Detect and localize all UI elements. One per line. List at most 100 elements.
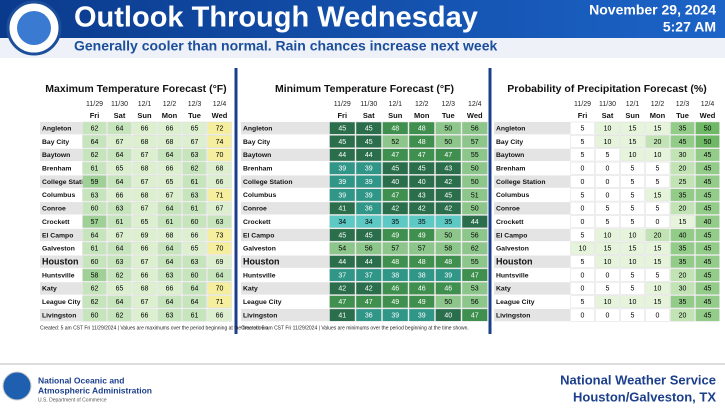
city-name: Baytown (42, 152, 70, 159)
cell (329, 175, 356, 188)
cell-value: 60 (91, 312, 99, 319)
cell (461, 268, 488, 282)
cell (620, 215, 645, 229)
cell-value: 45 (338, 232, 346, 239)
noaa-dept: U.S. Department of Commerce (38, 397, 107, 403)
cell (82, 295, 107, 309)
city-cell (241, 215, 329, 228)
cell (595, 228, 620, 242)
cell (157, 188, 182, 202)
cell (620, 148, 645, 162)
cell-value: 20 (679, 312, 687, 319)
cell-value: 5 (631, 192, 635, 199)
cell (182, 268, 207, 282)
column-date: 12/1 (388, 101, 402, 108)
cell (329, 161, 356, 175)
cell-value: 49 (418, 232, 426, 239)
column-day: Tue (188, 111, 201, 120)
cell (435, 215, 462, 229)
cell-value: 5 (606, 206, 610, 213)
cell-value: 68 (166, 232, 174, 239)
cell-value: 67 (191, 139, 199, 146)
cell-value: 45 (418, 166, 426, 173)
cell (408, 148, 435, 162)
cell (408, 228, 435, 242)
cell-value: 64 (116, 299, 124, 306)
cell-value: 47 (365, 299, 373, 306)
cell (570, 295, 595, 309)
city-cell (40, 268, 82, 282)
cell (182, 255, 207, 269)
cell-value: 15 (604, 246, 612, 253)
cell (329, 308, 356, 322)
cell (595, 135, 620, 148)
cell-value: 45 (365, 126, 373, 133)
cell-value: 5 (631, 312, 635, 319)
city-name: Baytown (496, 152, 524, 159)
cell (595, 148, 620, 162)
city-name: Conroe (496, 206, 520, 213)
cell (645, 215, 670, 229)
cell-value: 36 (365, 206, 373, 213)
cell (107, 135, 132, 148)
cell (382, 161, 409, 175)
cell (107, 255, 132, 269)
cell (645, 281, 670, 295)
footnote: Created: 5 am CST Fri 11/29/2024 | Value… (40, 325, 269, 331)
cell (107, 148, 132, 162)
column-date: 11/30 (599, 101, 616, 108)
cell-value: 5 (581, 126, 585, 133)
cell-value: 39 (338, 192, 346, 199)
city-cell (241, 135, 329, 148)
cell-value: 15 (654, 299, 662, 306)
cell (207, 308, 232, 322)
cell (207, 241, 232, 255)
cell-value: 5 (631, 166, 635, 173)
city-name: El Campo (496, 232, 527, 239)
cell (182, 228, 207, 242)
cell (107, 188, 132, 202)
cell-value: 63 (91, 192, 99, 199)
cell-value: 50 (444, 139, 452, 146)
cell (207, 161, 232, 175)
cell-value: 60 (91, 206, 99, 213)
city-name: Bay City (42, 139, 69, 146)
cell-value: 5 (581, 152, 585, 159)
cell-value: 55 (471, 152, 479, 159)
column-date: 12/3 (188, 101, 202, 108)
cell (645, 188, 670, 202)
nws-office: Houston/Galveston, TX (573, 389, 716, 404)
cell (620, 295, 645, 309)
cell-value: 10 (629, 259, 637, 266)
cell-value: 70 (216, 286, 224, 293)
cell-value: 62 (91, 299, 99, 306)
cell-value: 62 (91, 286, 99, 293)
cell-value: 5 (631, 179, 635, 186)
cell (461, 121, 488, 135)
column-date: 12/3 (441, 101, 455, 108)
cell-value: 50 (704, 126, 712, 133)
table-title: Minimum Temperature Forecast (°F) (275, 83, 454, 95)
cell (645, 121, 670, 135)
cell-value: 20 (679, 272, 687, 279)
cell-value: 56 (471, 232, 479, 239)
cell-value: 65 (116, 286, 124, 293)
cell (435, 148, 462, 162)
cell (132, 308, 157, 322)
city-cell (40, 215, 82, 228)
city-cell (494, 228, 570, 242)
cell (670, 308, 695, 322)
cell (670, 241, 695, 255)
cell-value: 67 (216, 206, 224, 213)
cell-value: 45 (704, 272, 712, 279)
column-day: Sat (363, 111, 375, 120)
cell (355, 175, 382, 188)
cell-value: 44 (471, 219, 479, 226)
cell (382, 175, 409, 188)
cell (670, 228, 695, 242)
city-cell (241, 268, 329, 282)
cell-value: 42 (418, 206, 426, 213)
cell (570, 188, 595, 202)
cell (157, 175, 182, 188)
cell-value: 61 (191, 206, 199, 213)
